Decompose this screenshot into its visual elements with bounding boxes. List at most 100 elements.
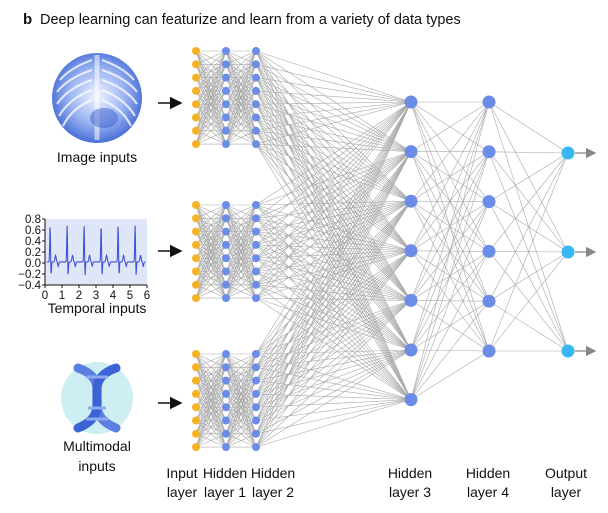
output-node xyxy=(561,245,575,259)
plot-background xyxy=(45,219,147,285)
hidden-node xyxy=(252,201,260,209)
hidden-node xyxy=(222,350,230,358)
x-tick-label: 0 xyxy=(42,290,48,302)
hidden-node xyxy=(482,244,496,258)
hidden-layer-3-label-2: layer 3 xyxy=(389,484,431,500)
hidden-node xyxy=(222,403,230,412)
chest-xray-icon xyxy=(52,53,142,143)
hidden-node xyxy=(222,443,230,452)
hidden-node xyxy=(222,267,230,276)
x-tick-label: 1 xyxy=(59,290,65,302)
hidden-node xyxy=(252,280,260,289)
input-node xyxy=(192,227,200,236)
input-node xyxy=(192,267,200,276)
input-node xyxy=(192,280,200,289)
input-node xyxy=(192,126,200,135)
hidden-node xyxy=(482,344,496,358)
output-arrows xyxy=(575,147,597,357)
input-node xyxy=(192,294,200,303)
hidden-node xyxy=(222,389,230,398)
output-layer-label-1: Output xyxy=(545,465,587,481)
input-node xyxy=(192,254,200,263)
hidden-node xyxy=(482,195,496,209)
input-node xyxy=(192,201,200,209)
hidden-node xyxy=(222,254,230,263)
hidden-node xyxy=(222,280,230,289)
image-inputs-label: Image inputs xyxy=(57,149,137,165)
hidden-layer-2-label-1: Hidden xyxy=(251,465,295,481)
y-tick-label: 0.6 xyxy=(25,225,41,237)
hidden-node xyxy=(404,393,418,407)
hidden-node xyxy=(222,429,230,438)
hidden-node xyxy=(252,100,260,109)
input-node xyxy=(192,73,200,82)
hidden-node xyxy=(222,73,230,82)
hidden-node xyxy=(252,267,260,276)
input-layer-label-1: Input xyxy=(166,465,197,481)
temporal-inputs-label: Temporal inputs xyxy=(48,300,147,316)
hidden-node xyxy=(222,214,230,223)
input-node xyxy=(192,389,200,398)
hidden-node xyxy=(252,443,260,452)
x-tick-label: 6 xyxy=(144,290,150,302)
hidden-node xyxy=(404,293,418,307)
hidden-node xyxy=(482,294,496,308)
time-series-line xyxy=(46,225,146,276)
hidden-node xyxy=(404,145,418,159)
hidden-node xyxy=(222,376,230,385)
hidden-node xyxy=(222,227,230,236)
x-tick-label: 5 xyxy=(127,290,133,302)
multimodal-label-line-1: Multimodal xyxy=(63,438,131,454)
hidden-node xyxy=(252,47,260,55)
input-node xyxy=(192,240,200,249)
hidden-node xyxy=(222,140,230,149)
hidden-node xyxy=(252,429,260,438)
hidden-node xyxy=(252,240,260,249)
x-tick-label: 3 xyxy=(93,290,99,302)
hidden-node xyxy=(404,95,418,109)
hidden-node xyxy=(252,140,260,149)
input-node xyxy=(192,363,200,372)
input-node xyxy=(192,60,200,69)
y-tick-label: 0.8 xyxy=(25,214,41,226)
hidden-node xyxy=(222,113,230,122)
y-tick-label: 0.2 xyxy=(25,247,41,259)
hidden-node xyxy=(404,194,418,208)
y-tick-label: −0.4 xyxy=(18,280,41,292)
hidden-node xyxy=(252,294,260,303)
hidden-layer-1-label-2: layer 1 xyxy=(204,484,246,500)
hidden-layer-4-label-2: layer 4 xyxy=(467,484,509,500)
y-tick-label: 0.4 xyxy=(25,236,42,248)
hidden-layer-2-label-2: layer 2 xyxy=(252,484,294,500)
hidden-node xyxy=(252,227,260,236)
output-node xyxy=(561,344,575,358)
input-node xyxy=(192,140,200,149)
hidden-layer-4-label-1: Hidden xyxy=(466,465,510,481)
hidden-node xyxy=(252,113,260,122)
hidden-node xyxy=(252,60,260,69)
hidden-node xyxy=(404,244,418,258)
hidden-node xyxy=(222,86,230,95)
hidden-node xyxy=(252,350,260,358)
hidden-node xyxy=(222,100,230,109)
hidden-layer-3-label-1: Hidden xyxy=(388,465,432,481)
hidden-node xyxy=(222,47,230,55)
hidden-node xyxy=(252,126,260,135)
hidden-layer-1-label-1: Hidden xyxy=(203,465,247,481)
input-node xyxy=(192,100,200,109)
hidden-node xyxy=(222,60,230,69)
input-layer-label-2: layer xyxy=(167,484,198,500)
input-node xyxy=(192,86,200,95)
panel-label: b xyxy=(23,11,32,28)
x-tick-label: 4 xyxy=(110,290,117,302)
hidden-node xyxy=(482,145,496,159)
x-tick-label: 2 xyxy=(76,290,82,302)
input-node xyxy=(192,443,200,452)
input-node xyxy=(192,376,200,385)
hidden-node xyxy=(222,363,230,372)
output-node xyxy=(561,146,575,160)
y-tick-label: 0.0 xyxy=(25,258,41,270)
hidden-node xyxy=(252,389,260,398)
hidden-node xyxy=(222,240,230,249)
